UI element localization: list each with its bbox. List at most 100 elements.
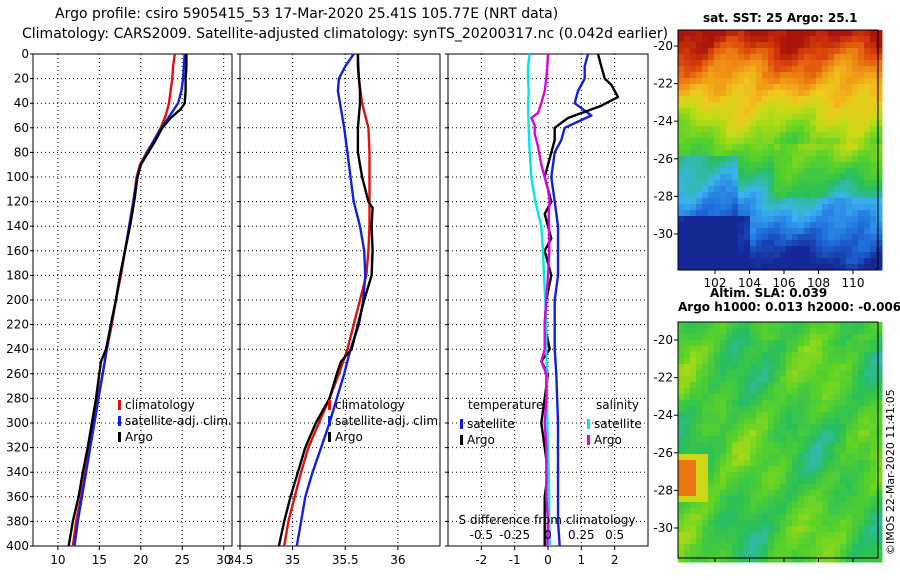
- map-cell: [774, 538, 781, 545]
- map-cell: [834, 424, 841, 431]
- map-cell: [834, 78, 841, 85]
- map-cell: [840, 216, 847, 223]
- map-cell: [696, 436, 703, 443]
- map-cell: [756, 240, 763, 247]
- map-cell: [720, 144, 727, 151]
- map-cell: [684, 258, 691, 265]
- map-cell: [786, 36, 793, 43]
- map-cell: [678, 36, 685, 43]
- map-cell: [840, 78, 847, 85]
- map-cell: [732, 376, 739, 383]
- map-cell: [846, 322, 853, 329]
- map-cell: [714, 406, 721, 413]
- map-cell: [774, 204, 781, 211]
- map-cell: [702, 472, 709, 479]
- map-cell: [792, 418, 799, 425]
- map-cell: [852, 352, 859, 359]
- map-cell: [846, 126, 853, 133]
- map-cell: [756, 340, 763, 347]
- map-cell: [750, 150, 757, 157]
- map-cell: [846, 66, 853, 73]
- map-cell: [846, 132, 853, 139]
- map-cell: [732, 132, 739, 139]
- map-cell: [696, 460, 703, 467]
- secondary-axis-title: S difference from climatology: [459, 513, 636, 527]
- map-cell: [744, 454, 751, 461]
- map-cell: [804, 126, 811, 133]
- map-cell: [780, 322, 787, 329]
- map-cell: [726, 514, 733, 521]
- map-cell: [852, 544, 859, 551]
- map-cell: [864, 72, 871, 79]
- map-cell: [744, 460, 751, 467]
- map-cell: [846, 264, 853, 271]
- map-cell: [828, 418, 835, 425]
- map-cell: [840, 538, 847, 545]
- map-cell: [720, 36, 727, 43]
- map-cell: [816, 42, 823, 49]
- map-cell: [750, 352, 757, 359]
- map-cell: [786, 132, 793, 139]
- map-cell: [870, 30, 877, 37]
- map-cell: [804, 180, 811, 187]
- map-cell: [678, 54, 685, 61]
- map-cell: [780, 84, 787, 91]
- map-cell: [768, 346, 775, 353]
- map-cell: [738, 370, 745, 377]
- map-cell: [780, 400, 787, 407]
- map-cell: [762, 264, 769, 271]
- map-cell: [696, 352, 703, 359]
- map-cell: [690, 246, 697, 253]
- map-cell: [768, 42, 775, 49]
- map-cell: [876, 478, 883, 485]
- legend-swatch: [460, 419, 463, 429]
- map-cell: [828, 496, 835, 503]
- map-cell: [780, 370, 787, 377]
- map-cell: [804, 412, 811, 419]
- map-cell: [768, 556, 775, 563]
- map-cell: [780, 388, 787, 395]
- map-cell: [774, 520, 781, 527]
- map-cell: [690, 382, 697, 389]
- map-cell: [780, 198, 787, 205]
- map-cell: [756, 490, 763, 497]
- map-cell: [762, 508, 769, 515]
- map-cell: [726, 84, 733, 91]
- map-cell: [738, 346, 745, 353]
- map-cell: [762, 156, 769, 163]
- map-cell: [804, 556, 811, 563]
- map-cell: [732, 204, 739, 211]
- map-cell: [876, 258, 883, 265]
- map-cell: [840, 72, 847, 79]
- map-cell: [786, 454, 793, 461]
- map-cell: [828, 448, 835, 455]
- map-cell: [834, 114, 841, 121]
- map-cell: [804, 448, 811, 455]
- map-cell: [858, 412, 865, 419]
- map-cell: [876, 364, 883, 371]
- map-cell: [744, 364, 751, 371]
- map-cell: [768, 84, 775, 91]
- map-cell: [684, 388, 691, 395]
- map-cell: [858, 382, 865, 389]
- map-cell: [822, 258, 829, 265]
- map-cell: [780, 90, 787, 97]
- map-cell: [684, 508, 691, 515]
- map-cell: [738, 496, 745, 503]
- map-cell: [720, 460, 727, 467]
- map-cell: [804, 430, 811, 437]
- map-cell: [744, 484, 751, 491]
- map-cell: [846, 484, 853, 491]
- map-cell: [828, 340, 835, 347]
- map-cell: [792, 204, 799, 211]
- map-cell: [858, 508, 865, 515]
- map-cell: [768, 174, 775, 181]
- map-cell: [792, 252, 799, 259]
- map-cell: [708, 234, 715, 241]
- map-cell: [858, 150, 865, 157]
- map-cell: [810, 210, 817, 217]
- map-cell: [714, 508, 721, 515]
- map-cell: [852, 382, 859, 389]
- map-cell: [690, 538, 697, 545]
- map-cell: [744, 96, 751, 103]
